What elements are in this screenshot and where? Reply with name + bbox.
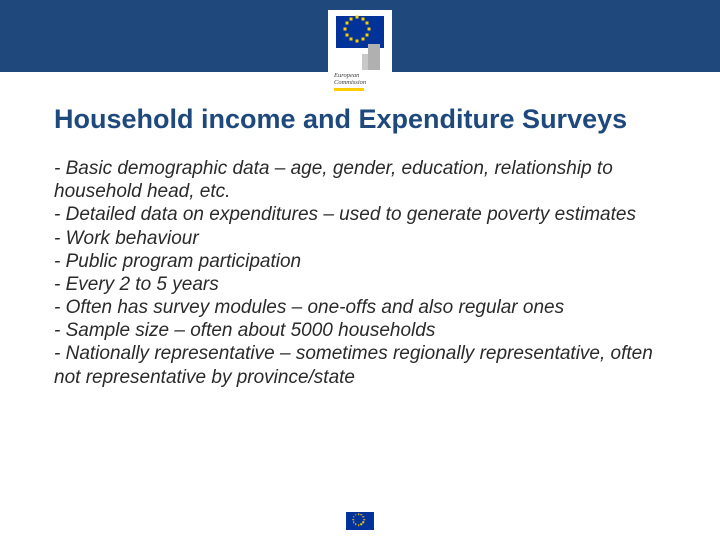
slide-content: Household income and Expenditure Surveys… (0, 72, 720, 389)
logo-underline (334, 88, 364, 91)
bullet-item: - Often has survey modules – one-offs an… (54, 296, 666, 319)
bullet-item: - Public program participation (54, 250, 666, 273)
bullet-list: - Basic demographic data – age, gender, … (54, 157, 666, 389)
bullet-item: - Detailed data on expenditures – used t… (54, 203, 666, 226)
bullet-item: - Every 2 to 5 years (54, 273, 666, 296)
header-band: European Commission (0, 0, 720, 72)
logo-line1: European (334, 72, 359, 79)
bullet-item: - Sample size – often about 5000 househo… (54, 319, 666, 342)
footer-eu-flag-icon (346, 512, 374, 530)
building-icon (368, 44, 380, 70)
bullet-item: - Basic demographic data – age, gender, … (54, 157, 666, 203)
ec-logo: European Commission (328, 10, 392, 98)
bullet-item: - Work behaviour (54, 227, 666, 250)
logo-text: European Commission (328, 72, 392, 86)
page-title: Household income and Expenditure Surveys (54, 104, 666, 135)
bullet-item: - Nationally representative – sometimes … (54, 342, 666, 388)
logo-line2: Commission (334, 79, 366, 86)
